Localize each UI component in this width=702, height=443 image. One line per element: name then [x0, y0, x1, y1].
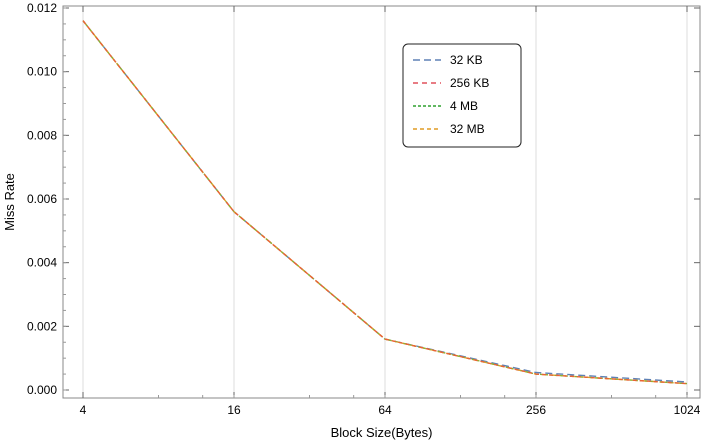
- series-lines: [82, 20, 688, 385]
- x-tick-label: 4: [80, 403, 87, 417]
- x-axis-label: Block Size(Bytes): [331, 425, 433, 440]
- y-tick-label: 0.012: [27, 1, 57, 15]
- legend-label: 32 MB: [450, 122, 485, 136]
- x-tick-label: 256: [526, 403, 546, 417]
- y-tick-label: 0.008: [27, 128, 57, 142]
- y-tick-label: 0.002: [27, 319, 57, 333]
- legend: 32 KB 256 KB 4 MB 32 MB: [402, 43, 522, 148]
- x-axis-ticks: 4 16 64 256 1024: [80, 6, 701, 417]
- y-tick-label: 0.000: [27, 383, 57, 397]
- legend-label: 4 MB: [450, 99, 478, 113]
- y-tick-label: 0.006: [27, 192, 57, 206]
- y-tick-label: 0.010: [27, 65, 57, 79]
- x-tick-label: 16: [227, 403, 241, 417]
- plot-frame: [62, 5, 701, 399]
- y-axis-ticks: 0.000 0.002 0.004 0.006 0.008 0.010 0.012: [27, 1, 700, 397]
- x-tick-label: 1024: [674, 403, 701, 417]
- legend-box: [402, 43, 522, 148]
- grid: [82, 6, 688, 398]
- legend-label: 32 KB: [450, 53, 483, 67]
- x-tick-label: 64: [378, 403, 392, 417]
- y-axis-label: Miss Rate: [2, 173, 17, 231]
- y-tick-label: 0.004: [27, 256, 57, 270]
- series-line-32-mb: [82, 20, 688, 385]
- legend-label: 256 KB: [450, 76, 489, 90]
